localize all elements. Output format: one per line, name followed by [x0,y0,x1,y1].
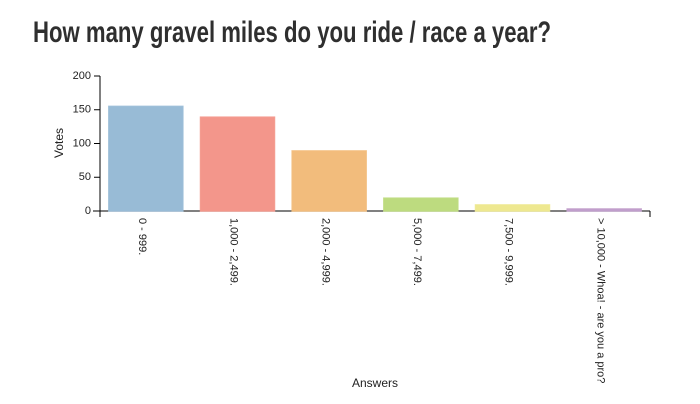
x-tick-label: 1,000 - 2,499. [228,218,240,286]
y-tick-label: 150 [73,104,91,116]
bar [108,105,184,212]
y-tick-label: 0 [85,205,91,217]
bar [474,204,551,212]
x-axis [93,210,651,217]
bar [199,116,276,212]
y-tick-label: 100 [73,137,91,149]
bar [383,197,459,212]
bar [566,208,642,212]
x-tick-label: 7,500 - 9,999. [503,218,515,286]
x-tick-label: 0 - 999. [136,218,148,255]
y-tick-label: 50 [79,171,91,183]
bar [291,150,367,212]
y-tick-label: 200 [73,70,91,82]
y-axis-title: Votes [52,128,66,158]
x-axis-title: Answers [352,376,398,390]
x-tick-label: > 10,000 - Whoa! - are you a pro? [594,218,606,383]
chart-title: How many gravel miles do you ride / race… [33,16,551,49]
x-tick-label: 2,000 - 4,999. [319,218,331,286]
x-tick-label: 5,000 - 7,499. [411,218,423,286]
